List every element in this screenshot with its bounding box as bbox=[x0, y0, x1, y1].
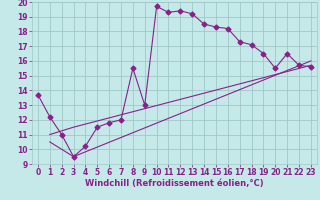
X-axis label: Windchill (Refroidissement éolien,°C): Windchill (Refroidissement éolien,°C) bbox=[85, 179, 264, 188]
